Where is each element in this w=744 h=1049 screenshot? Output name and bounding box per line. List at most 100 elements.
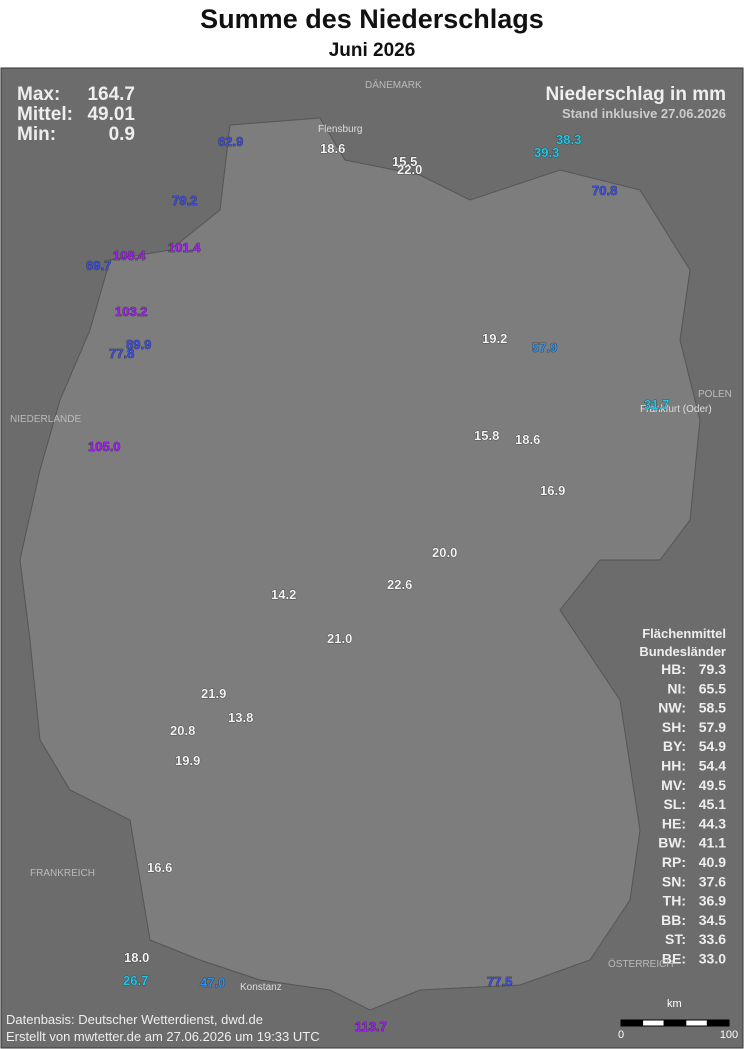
country-label: POLEN	[698, 389, 732, 400]
state-code: SN:	[662, 873, 686, 889]
state-value: 65.5	[699, 680, 726, 696]
stat-label: Max:	[17, 84, 60, 105]
station-value: 15.5	[392, 154, 417, 169]
state-code: BW:	[658, 835, 686, 851]
state-value: 79.3	[699, 661, 726, 677]
legend-title: Niederschlag in mm	[545, 84, 726, 105]
stat-label: Mittel:	[17, 104, 73, 125]
station-value: 47.0	[200, 975, 225, 990]
station-value: 113.7	[355, 1019, 387, 1034]
scale-segment	[663, 1019, 687, 1027]
state-value: 40.9	[699, 854, 726, 870]
country-label: DÄNEMARK	[365, 79, 422, 91]
city-label: Frankfurt (Oder)	[640, 404, 712, 415]
station-value: 57.9	[532, 340, 557, 355]
station-value: 69.7	[86, 258, 111, 273]
station-value: 103.2	[115, 304, 148, 319]
station-value: 19.2	[482, 331, 507, 346]
country-label: FRANKREICH	[30, 868, 95, 879]
state-code: SH:	[662, 719, 686, 735]
state-value: 57.9	[699, 719, 726, 735]
state-value: 45.1	[699, 796, 726, 812]
stat-value: 0.9	[109, 124, 135, 145]
state-value: 34.5	[699, 912, 726, 928]
station-value: 108.4	[113, 248, 146, 263]
scale-unit: km	[667, 998, 682, 1010]
state-code: BB:	[661, 912, 686, 928]
state-value: 41.1	[699, 835, 726, 851]
station-value: 16.6	[147, 860, 172, 875]
scale-segment	[685, 1019, 708, 1027]
state-code: BE:	[662, 951, 686, 967]
station-value: 70.8	[592, 183, 617, 198]
scale-segment	[642, 1019, 665, 1027]
state-value: 33.0	[699, 951, 726, 967]
state-code: HH:	[661, 758, 686, 774]
state-code: ST:	[665, 931, 686, 947]
city-label: Flensburg	[318, 124, 362, 135]
state-value: 49.5	[699, 777, 726, 793]
state-value: 54.9	[699, 738, 726, 754]
station-value: 14.2	[271, 587, 296, 602]
station-value: 39.3	[534, 145, 559, 160]
station-value: 38.3	[556, 132, 581, 147]
stat-value: 49.01	[87, 104, 135, 125]
station-value: 77.5	[487, 974, 512, 989]
station-value: 19.9	[175, 753, 200, 768]
state-code: NW:	[658, 700, 686, 716]
station-value: 21.0	[327, 631, 352, 646]
title: Summe des Niederschlags	[200, 4, 544, 34]
state-value: 54.4	[699, 758, 726, 774]
scale-tick: 0	[618, 1029, 624, 1041]
footer-line: Datenbasis: Deutscher Wetterdienst, dwd.…	[6, 1012, 263, 1027]
station-value: 26.7	[123, 973, 148, 988]
station-value: 16.9	[540, 483, 565, 498]
state-value: 58.5	[699, 700, 726, 716]
country-label: ÖSTERREICH	[608, 958, 674, 970]
city-label: Konstanz	[240, 982, 282, 993]
state-value: 33.6	[699, 931, 726, 947]
station-value: 22.0	[397, 162, 422, 177]
legend-stand: Stand inklusive 27.06.2026	[562, 106, 726, 121]
stat-value: 164.7	[87, 84, 135, 105]
station-value: 22.6	[387, 577, 412, 592]
state-code: MV:	[661, 777, 686, 793]
state-code: NI:	[667, 680, 686, 696]
station-value: 105.0	[88, 439, 121, 454]
station-value: 62.9	[218, 134, 243, 149]
state-code: BY:	[663, 738, 686, 754]
scale-segment	[706, 1019, 730, 1027]
country-label: NIEDERLANDE	[10, 414, 81, 425]
station-value: 18.6	[515, 432, 540, 447]
station-value: 21.9	[201, 686, 226, 701]
state-value: 44.3	[699, 815, 726, 831]
station-value: 13.8	[228, 710, 253, 725]
station-value: 79.2	[172, 193, 197, 208]
footer-line: Erstellt von mwtetter.de am 27.06.2026 u…	[6, 1029, 320, 1044]
station-value: 77.8	[109, 346, 134, 361]
state-code: TH:	[663, 893, 686, 909]
station-value: 18.0	[124, 950, 149, 965]
state-value: 36.9	[699, 893, 726, 909]
station-value: 20.0	[432, 545, 457, 560]
stat-label: Min:	[17, 124, 56, 145]
state-code: HE:	[662, 815, 686, 831]
scale-tick: 100	[720, 1029, 738, 1041]
station-value: 15.8	[474, 428, 499, 443]
states-heading: Bundesländer	[639, 644, 726, 659]
state-code: RP:	[662, 854, 686, 870]
subtitle: Juni 2026	[328, 40, 416, 61]
scale-segment	[620, 1019, 644, 1027]
station-value: 89.9	[126, 337, 151, 352]
states-heading: Flächenmittel	[642, 626, 726, 641]
station-value: 20.8	[170, 723, 195, 738]
state-value: 37.6	[699, 873, 726, 889]
station-value: 18.6	[320, 141, 345, 156]
state-code: SL:	[663, 796, 686, 812]
germany-shape	[19, 117, 701, 1011]
station-value: 101.4	[168, 240, 201, 255]
station-value: 31.7	[644, 397, 669, 412]
state-code: HB:	[661, 661, 686, 677]
